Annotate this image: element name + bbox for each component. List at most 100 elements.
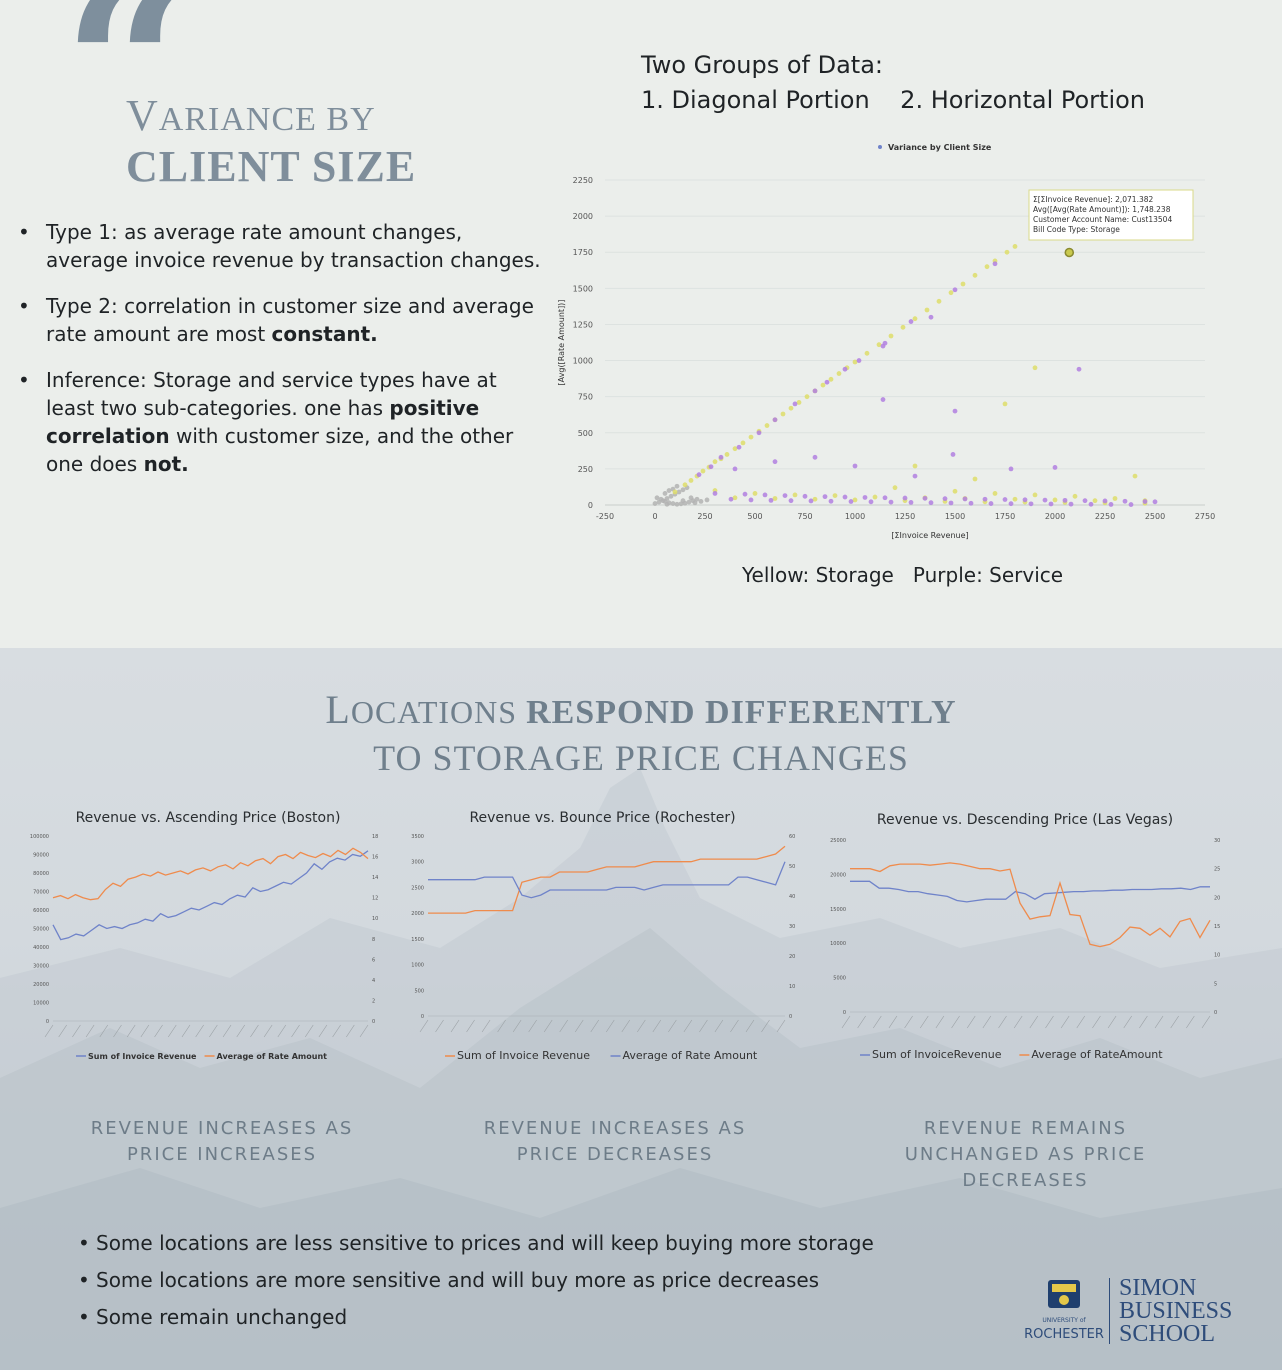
page-title-line1: VARIANCE BY: [126, 94, 376, 138]
x-tick-mark: [1201, 1015, 1211, 1029]
scatter-point-service: [1008, 466, 1014, 472]
scatter-point-service: [928, 500, 934, 506]
x-tick-mark: [873, 1015, 882, 1029]
x-tick-mark: [668, 1019, 677, 1033]
scatter-point-service: [802, 493, 808, 499]
scatter-point-service: [1008, 501, 1014, 507]
caption-lasvegas: REVENUE REMAINS UNCHANGED AS PRICE DECRE…: [904, 1118, 1147, 1191]
scatter-point-service: [880, 397, 886, 402]
y-tick-label: 15000: [830, 907, 846, 913]
scatter-point-service: [862, 495, 868, 500]
scatter-point-storage: [876, 342, 882, 348]
x-tick-mark: [528, 1019, 537, 1033]
scatter-point-storage: [900, 324, 906, 330]
scatter-point-service: [828, 498, 834, 504]
scatter-point-service: [788, 498, 794, 504]
scatter-point-storage: [852, 497, 858, 503]
scatter-point-service: [952, 287, 958, 293]
series-line: [52, 850, 369, 941]
y-tick-label: 2000: [573, 212, 593, 221]
y-tick-label: 500: [578, 429, 593, 438]
scatter-point-storage: [764, 423, 770, 428]
y-tick-label: 5000: [833, 976, 846, 982]
scatter-point-service: [1076, 366, 1082, 372]
scatter-point-storage: [688, 478, 694, 483]
x-tick-mark: [761, 1019, 770, 1033]
series-line: [850, 880, 1210, 903]
x-tick-mark: [113, 1024, 122, 1038]
scatter-point-storage: [682, 482, 688, 488]
x-tick-mark: [512, 1019, 522, 1033]
y-tick-label: 0: [843, 1010, 846, 1016]
section-title-line2: TO STORAGE PRICE CHANGES: [373, 738, 909, 778]
x-tick-mark: [951, 1015, 960, 1029]
scatter-point-service: [822, 494, 828, 500]
y2-tick-label: 8: [372, 937, 375, 943]
scatter-point-storage: [1052, 497, 1058, 503]
scatter-point-service: [772, 459, 778, 465]
x-tick-mark: [574, 1019, 584, 1033]
x-tick-mark: [904, 1015, 913, 1029]
x-tick-label: 1750: [995, 512, 1015, 521]
y2-tick-label: 6: [372, 957, 375, 963]
conclusion-bullet: Some locations are less sensitive to pri…: [78, 1225, 874, 1262]
x-tick-mark: [1092, 1015, 1101, 1029]
x-tick-mark: [466, 1019, 475, 1033]
y-tick-label: 70000: [33, 890, 49, 896]
scatter-point-service: [848, 499, 854, 504]
scatter-point-service: [712, 491, 718, 496]
x-tick-mark: [857, 1015, 866, 1029]
y-tick-label: 750: [578, 393, 593, 402]
scatter-point-service: [768, 497, 774, 503]
chart-rochester-svg: 0 500 1000 1500 2000 2500 3000 3500 0 10 20 30 40 50 6…: [411, 834, 795, 1062]
y-tick-label: 10000: [33, 1001, 49, 1007]
y-tick-label: 1000: [573, 357, 593, 366]
scatter-point-other: [670, 501, 676, 506]
scatter-point-other: [694, 496, 700, 502]
quote-mark-icon: “: [62, 0, 195, 202]
scatter-point-storage: [912, 316, 918, 322]
university-logo: UNIVERSITY of ROCHESTER: [1024, 1280, 1104, 1342]
scatter-point-storage: [1132, 473, 1138, 479]
x-tick-label: 0: [652, 512, 657, 521]
top-section: “ VARIANCE BY CLIENT SIZE Type 1: as ave…: [0, 0, 1282, 648]
scatter-point-service: [1022, 497, 1028, 503]
x-tick-label: 1250: [895, 512, 915, 521]
scatter-point-service: [1108, 502, 1114, 507]
groups-heading: Two Groups of Data: 1. Diagonal Portion …: [641, 48, 1145, 118]
analysis-bullets: Type 1: as average rate amount changes, …: [18, 218, 548, 496]
x-tick-mark: [966, 1015, 976, 1029]
scatter-point-storage: [992, 491, 998, 496]
scatter-point-service: [748, 497, 754, 503]
legend-dot: [878, 145, 882, 149]
y2-tick-label: 4: [372, 978, 375, 984]
scatter-point-storage: [788, 405, 794, 411]
page-title-line2: CLIENT SIZE: [126, 142, 417, 191]
x-tick-mark: [154, 1024, 163, 1038]
scatter-point-storage: [772, 496, 778, 501]
x-tick-mark: [1123, 1015, 1132, 1029]
x-tick-label: 250: [697, 512, 712, 521]
simon-logo-text: SIMON BUSINESS SCHOOL: [1119, 1275, 1233, 1347]
scatter-point-storage: [1032, 492, 1038, 498]
scatter-point-service: [928, 314, 934, 320]
scatter-point-storage: [1032, 365, 1038, 371]
scatter-point-service: [756, 430, 762, 436]
scatter-point-service: [968, 500, 974, 506]
scatter-point-service: [808, 498, 814, 504]
y2-tick-label: 20: [789, 954, 795, 960]
x-tick-mark: [714, 1019, 724, 1033]
scatter-point-service: [1028, 501, 1034, 507]
scatter-point-storage: [888, 333, 894, 339]
y-tick-label: 3000: [411, 860, 424, 866]
x-tick-mark: [1029, 1015, 1039, 1029]
y-tick-label: 30000: [33, 964, 49, 970]
y2-tick-label: 0: [789, 1014, 792, 1020]
y-tick-label: 1500: [411, 937, 424, 943]
scatter-point-storage: [732, 495, 738, 501]
y2-tick-label: 25: [1214, 867, 1220, 873]
x-tick-mark: [776, 1019, 786, 1033]
scatter-point-other: [686, 499, 692, 505]
chart-lasvegas-svg: 0 5000 10000 15000 20000 25000 0 5 10 15 20 25 30 Sum…: [830, 838, 1220, 1061]
